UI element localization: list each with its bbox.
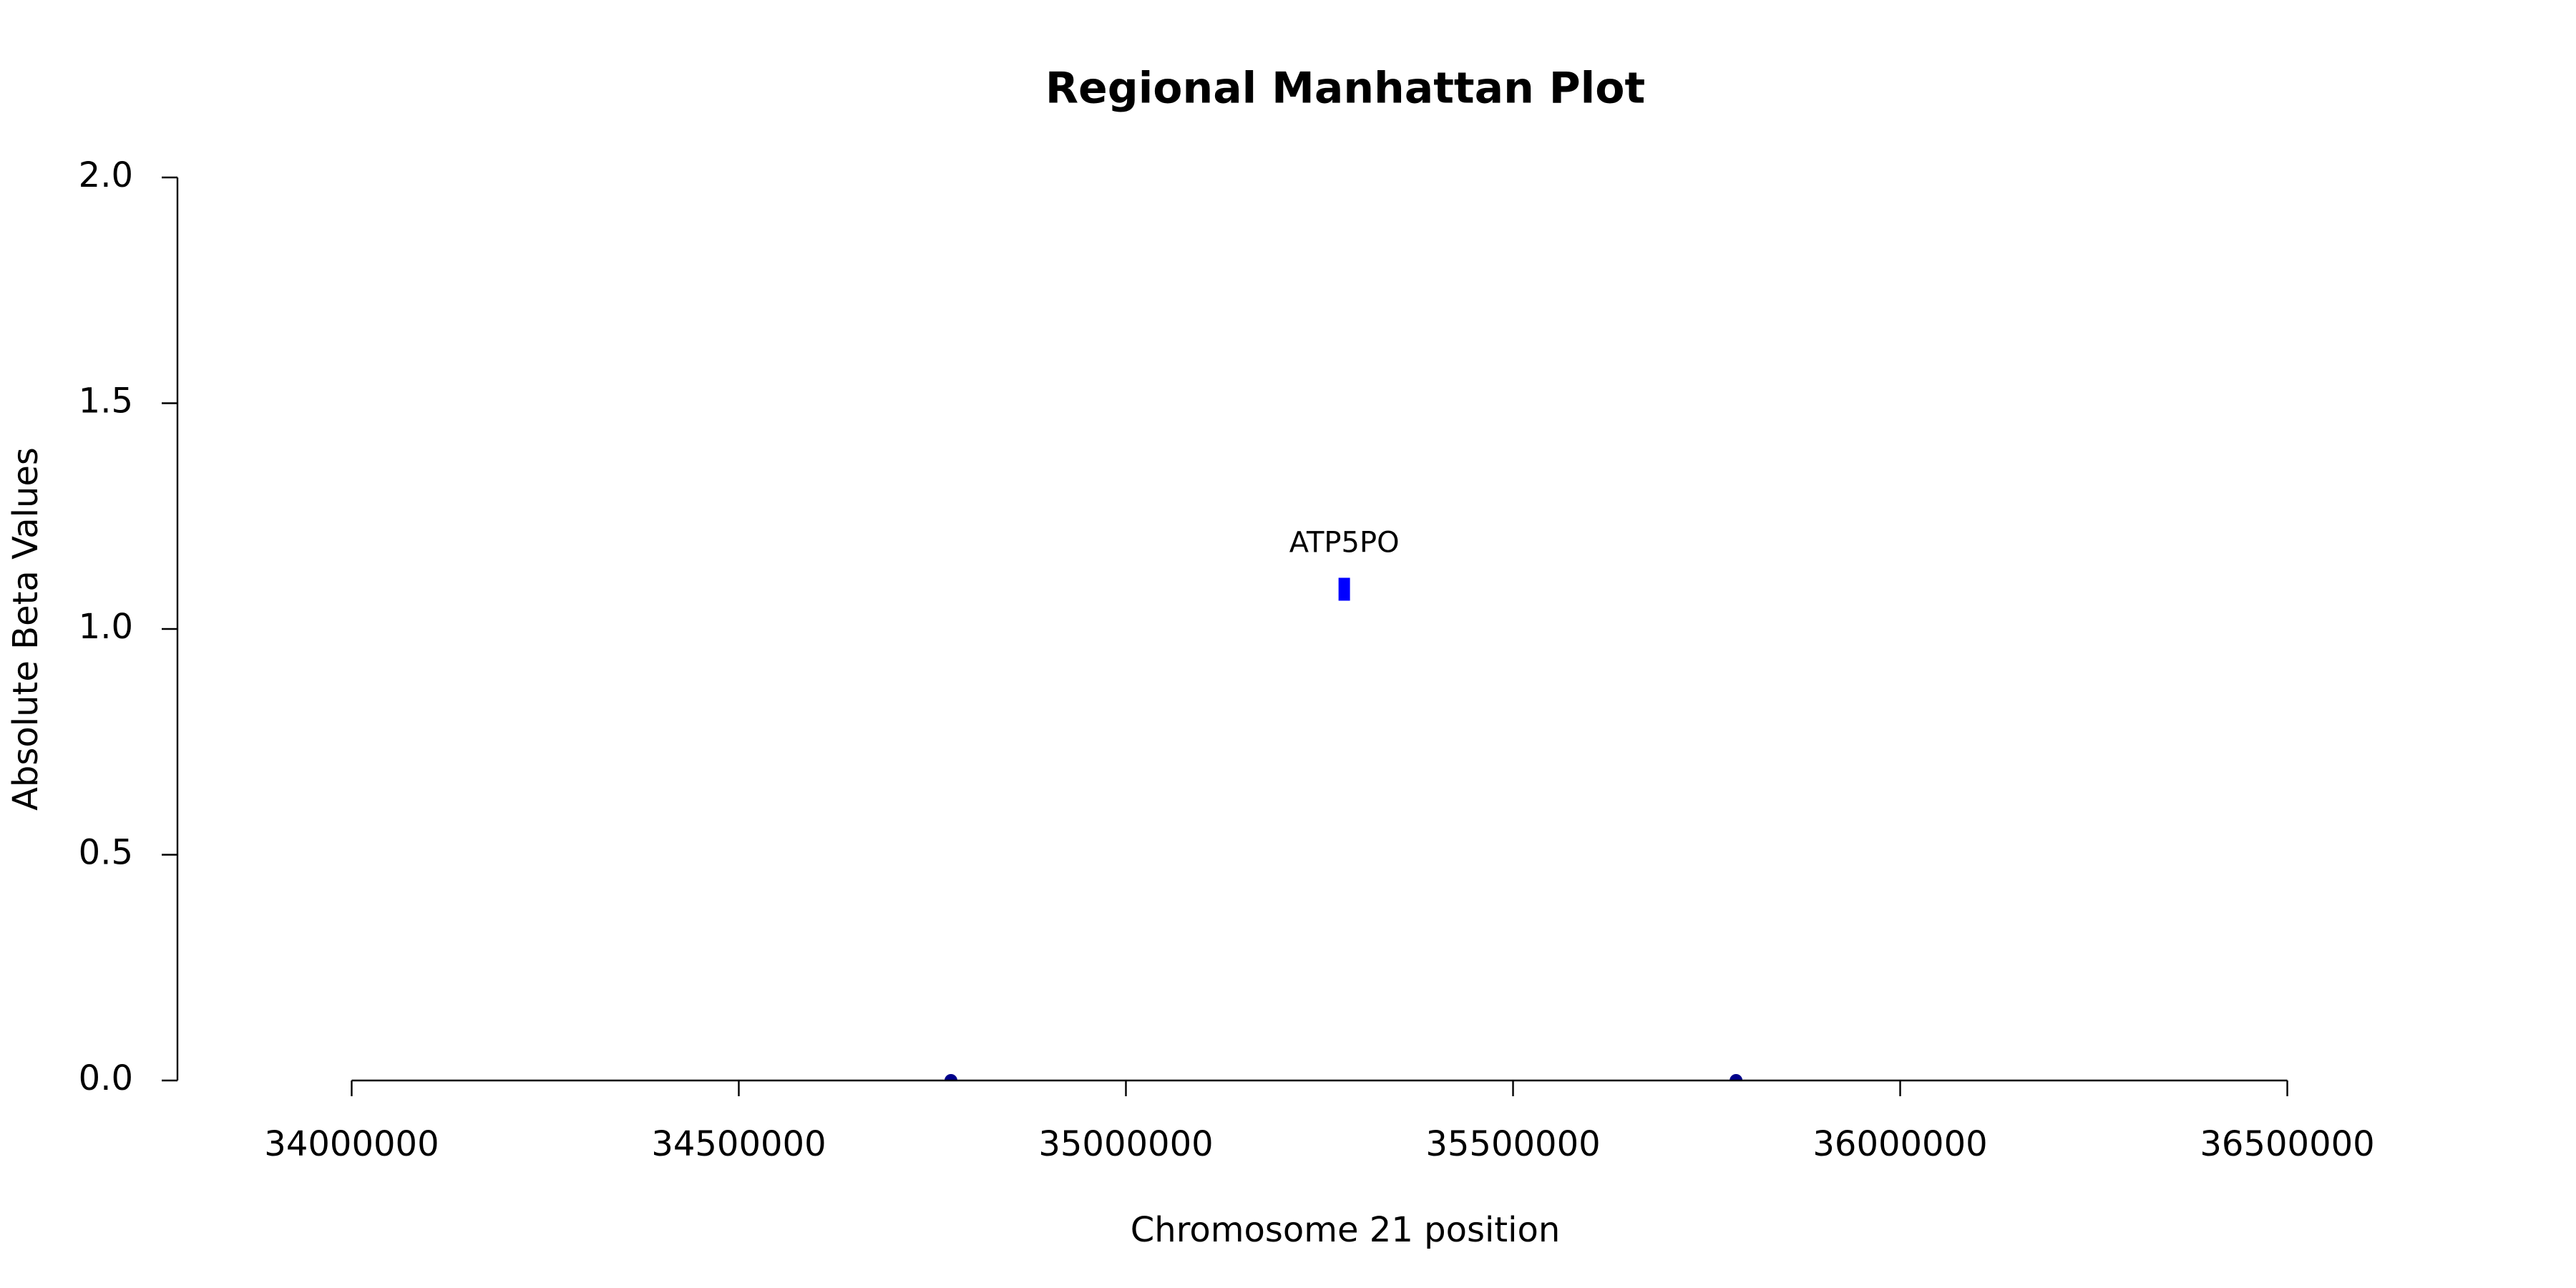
- x-tick-label: 35000000: [1038, 1124, 1213, 1164]
- highlight-point: [1338, 577, 1350, 601]
- y-axis-label: Absolute Beta Values: [6, 447, 46, 811]
- x-tick-label: 34500000: [651, 1124, 826, 1164]
- chart-title: Regional Manhattan Plot: [1045, 64, 1645, 114]
- x-axis-label: Chromosome 21 position: [1131, 1210, 1561, 1250]
- plot-area: [944, 577, 1743, 1080]
- y-tick-label: 0.0: [79, 1058, 133, 1098]
- x-tick-label: 36000000: [1813, 1124, 1987, 1164]
- point: [1729, 1074, 1743, 1080]
- y-tick-label: 1.5: [79, 381, 133, 421]
- point: [944, 1074, 957, 1080]
- point-label: ATP5PO: [1289, 526, 1400, 559]
- y-tick-label: 2.0: [79, 155, 133, 195]
- y-tick-label: 1.0: [79, 607, 133, 647]
- x-tick-label: 35500000: [1425, 1124, 1600, 1164]
- x-tick-label: 36500000: [2200, 1124, 2374, 1164]
- y-tick-label: 0.5: [79, 833, 133, 873]
- x-tick-label: 34000000: [264, 1124, 439, 1164]
